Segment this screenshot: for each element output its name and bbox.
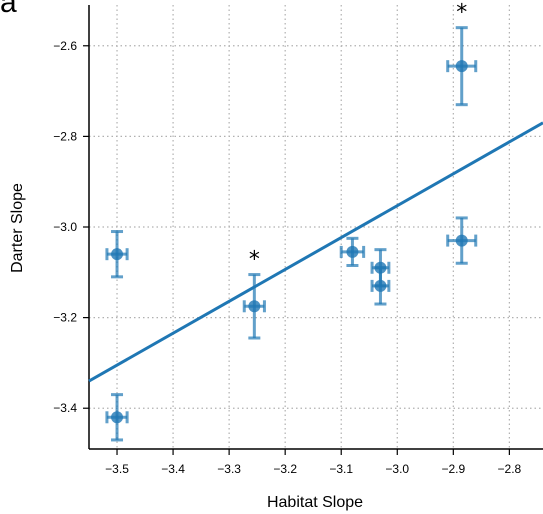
tick-labels: −3.5 −3.4 −3.3 −3.2 −3.1 −3.0 −2.9 −2.8 −3.4 −3.2… (53, 39, 521, 476)
data-point-group (446, 216, 478, 265)
regression-line-group (88, 121, 543, 383)
significance-star: * (456, 1, 467, 26)
x-tick-label: −3.1 (329, 462, 353, 476)
data-point-group: * (446, 1, 478, 107)
y-axis-label: Darter Slope (9, 183, 26, 273)
data-point-group (370, 266, 391, 306)
data-point-marker (248, 300, 261, 313)
grid-lines (89, 5, 543, 449)
y-tick-label: −3.0 (53, 220, 77, 234)
panel-label: a (0, 0, 17, 19)
x-tick-label: −3.4 (161, 462, 185, 476)
y-tick-label: −3.4 (53, 401, 77, 415)
data-point-group (105, 230, 129, 279)
x-tick-label: −2.8 (498, 462, 522, 476)
data-point-marker (455, 60, 468, 73)
y-tick-label: −3.2 (53, 311, 77, 325)
x-tick-label: −3.3 (217, 462, 241, 476)
data-point-group (339, 236, 366, 268)
y-tick-label: −2.8 (53, 129, 77, 143)
data-point-marker (455, 234, 468, 247)
data-point-group (105, 393, 129, 442)
x-tick-label: −2.9 (441, 462, 465, 476)
data-point-marker (111, 248, 124, 261)
data-point-marker (346, 245, 359, 258)
significance-star: * (249, 248, 260, 273)
regression-line (88, 121, 543, 383)
data-point-marker (111, 411, 124, 424)
x-tick-label: −3.0 (385, 462, 409, 476)
x-tick-label: −3.2 (273, 462, 297, 476)
x-tick-label: −3.5 (105, 462, 129, 476)
data-point-group: * (242, 248, 266, 340)
axes (83, 5, 543, 455)
x-axis-label: Habitat Slope (267, 494, 363, 511)
data-points: ** (105, 1, 478, 442)
data-point-marker (374, 279, 387, 292)
y-tick-label: −2.6 (53, 39, 77, 53)
